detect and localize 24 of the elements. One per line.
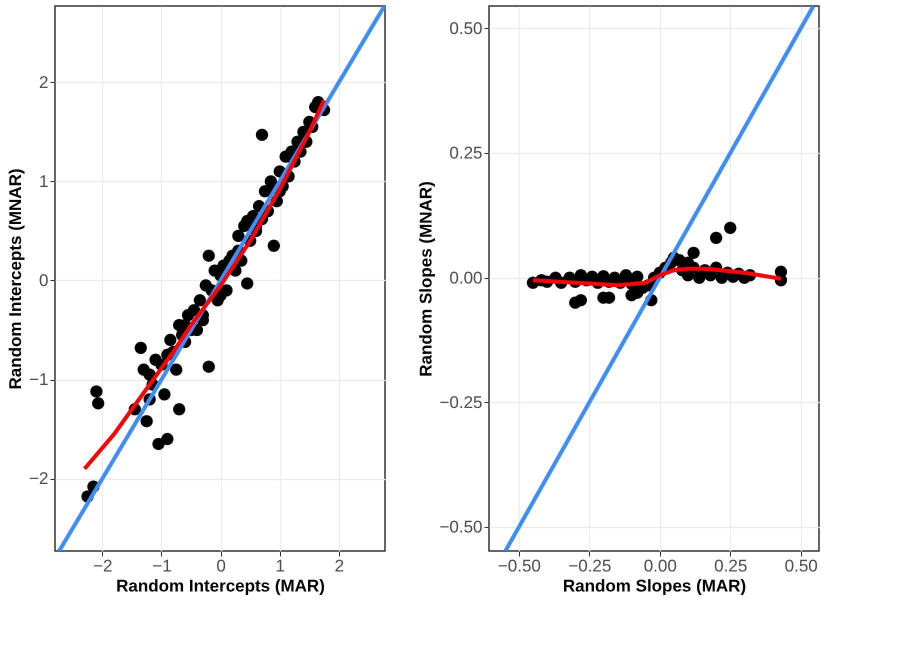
y-tick-label: −0.50 <box>439 518 482 537</box>
y-tick-label: 0.00 <box>449 268 482 288</box>
x-tick-label: 1 <box>275 556 285 576</box>
x-tick-label: 0.50 <box>784 556 818 576</box>
y-axis-title: Random Intercepts (MNAR) <box>6 168 26 390</box>
x-tick-label: 0 <box>216 556 226 576</box>
x-axis-title: Random Intercepts (MAR) <box>116 576 325 596</box>
y-tick-label: 0.50 <box>449 18 482 38</box>
y-tick-label: −0.25 <box>439 392 482 412</box>
x-tick-label: 0.00 <box>644 556 677 576</box>
x-tick-label: 2 <box>334 556 344 576</box>
x-tick-label: −0.25 <box>568 556 612 576</box>
y-tick-label: 2 <box>39 72 48 92</box>
x-axis-title: Random Slopes (MAR) <box>562 576 746 596</box>
x-tick-label: −2 <box>93 556 113 576</box>
x-tick-label: −0.50 <box>498 556 541 576</box>
y-axis-title: Random Slopes (MNAR) <box>416 181 436 377</box>
x-tick-label: 0.25 <box>714 556 748 576</box>
y-tick-label: −1 <box>29 370 48 390</box>
y-tick-label: 0.25 <box>449 144 482 163</box>
x-tick-label: −1 <box>152 556 172 576</box>
y-tick-label: 0 <box>39 270 48 290</box>
y-tick-label: 1 <box>39 172 48 191</box>
y-tick-label: −2 <box>29 469 48 488</box>
